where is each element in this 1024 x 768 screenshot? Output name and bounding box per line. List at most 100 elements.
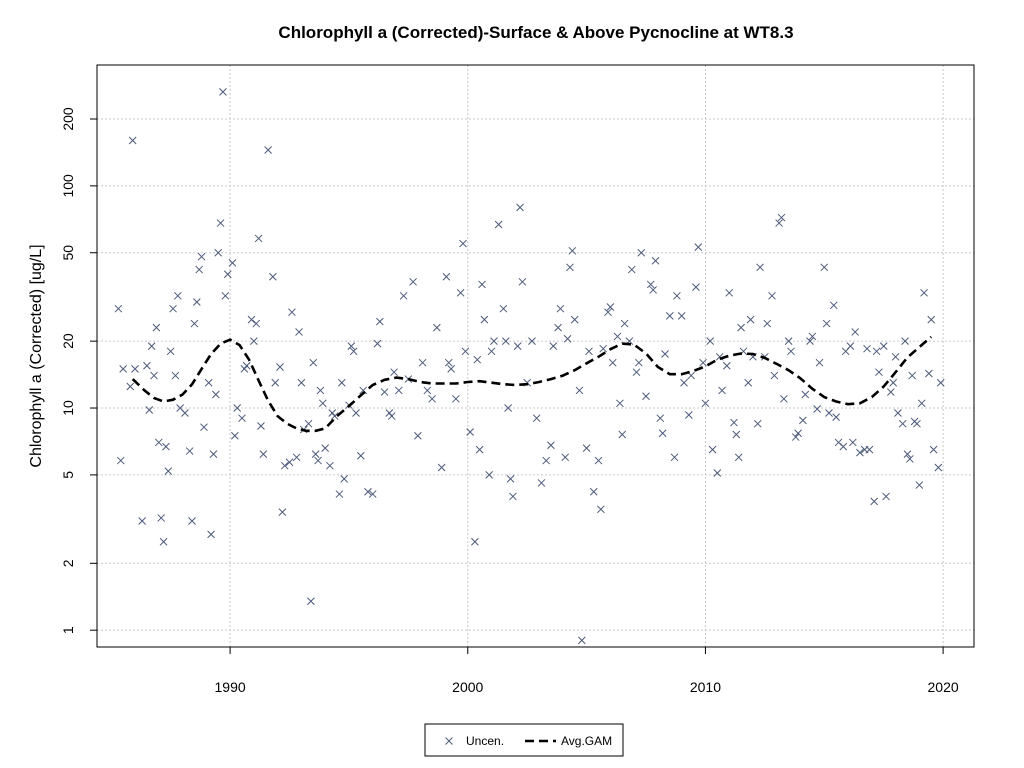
data-point (614, 333, 621, 340)
data-point (250, 338, 257, 345)
x-axis: 1990 2000 2010 2020 (215, 647, 959, 695)
data-point (538, 479, 545, 486)
data-point (255, 235, 262, 242)
data-point (564, 335, 571, 342)
data-point (792, 434, 799, 441)
data-point (414, 432, 421, 439)
data-point (448, 365, 455, 372)
data-point (935, 464, 942, 471)
data-point (132, 365, 139, 372)
avg-gam-line (133, 337, 932, 431)
data-point (583, 445, 590, 452)
data-point (864, 345, 871, 352)
data-point (595, 457, 602, 464)
data-point (873, 348, 880, 355)
data-point (899, 420, 906, 427)
data-point (243, 362, 250, 369)
data-point (780, 395, 787, 402)
data-point (578, 637, 585, 644)
data-point (517, 204, 524, 211)
data-point (443, 273, 450, 280)
data-point (635, 359, 642, 366)
data-point (452, 395, 459, 402)
data-point (856, 449, 863, 456)
data-point (930, 446, 937, 453)
data-point (186, 448, 193, 455)
data-point (733, 431, 740, 438)
data-point (336, 491, 343, 498)
data-point (189, 518, 196, 525)
data-point (894, 409, 901, 416)
data-point (312, 451, 319, 458)
data-point (918, 400, 925, 407)
data-point (205, 379, 212, 386)
data-point (678, 312, 685, 319)
data-point (174, 292, 181, 299)
data-point (269, 273, 276, 280)
data-point (170, 305, 177, 312)
legend-label-uncen: Uncen. (466, 734, 504, 748)
data-point (143, 362, 150, 369)
data-point (652, 257, 659, 264)
data-point (757, 264, 764, 271)
data-point (424, 387, 431, 394)
grid-lines (97, 65, 974, 647)
data-point (830, 302, 837, 309)
data-point (457, 289, 464, 296)
data-point (288, 309, 295, 316)
data-point (833, 414, 840, 421)
data-point (341, 475, 348, 482)
data-point (616, 400, 623, 407)
data-point (445, 359, 452, 366)
data-point (714, 469, 721, 476)
uncensored-points (115, 88, 944, 644)
data-point (212, 391, 219, 398)
data-point (821, 264, 828, 271)
data-point (787, 348, 794, 355)
data-point (488, 348, 495, 355)
y-tick-label: 2 (60, 559, 76, 567)
data-point (307, 598, 314, 605)
data-point (692, 284, 699, 291)
data-point (925, 370, 932, 377)
y-tick-label: 50 (60, 245, 76, 261)
data-point (723, 362, 730, 369)
data-point (550, 343, 557, 350)
data-point (277, 363, 284, 370)
data-point (681, 379, 688, 386)
data-point (826, 409, 833, 416)
y-tick-label: 200 (60, 107, 76, 131)
data-point (151, 372, 158, 379)
data-point (148, 343, 155, 350)
data-point (388, 413, 395, 420)
data-point (571, 316, 578, 323)
data-point (219, 88, 226, 95)
y-tick-label: 5 (60, 471, 76, 479)
data-point (585, 348, 592, 355)
data-point (248, 316, 255, 323)
data-point (419, 359, 426, 366)
chart-title: Chlorophyll a (Corrected)-Surface & Abov… (278, 23, 793, 42)
data-point (196, 266, 203, 273)
data-point (735, 454, 742, 461)
data-point (719, 387, 726, 394)
data-point (162, 443, 169, 450)
data-point (208, 531, 215, 538)
data-point (543, 457, 550, 464)
data-point (474, 356, 481, 363)
data-point (198, 253, 205, 260)
data-point (555, 324, 562, 331)
data-point (875, 369, 882, 376)
data-point (296, 328, 303, 335)
y-axis: 1 2 5 10 20 50 100 200 (60, 107, 97, 634)
data-point (215, 249, 222, 256)
data-point (726, 289, 733, 296)
data-point (852, 328, 859, 335)
data-point (509, 493, 516, 500)
data-point (600, 345, 607, 352)
data-point (514, 343, 521, 350)
data-point (913, 420, 920, 427)
data-point (621, 320, 628, 327)
data-point (167, 348, 174, 355)
data-point (467, 428, 474, 435)
